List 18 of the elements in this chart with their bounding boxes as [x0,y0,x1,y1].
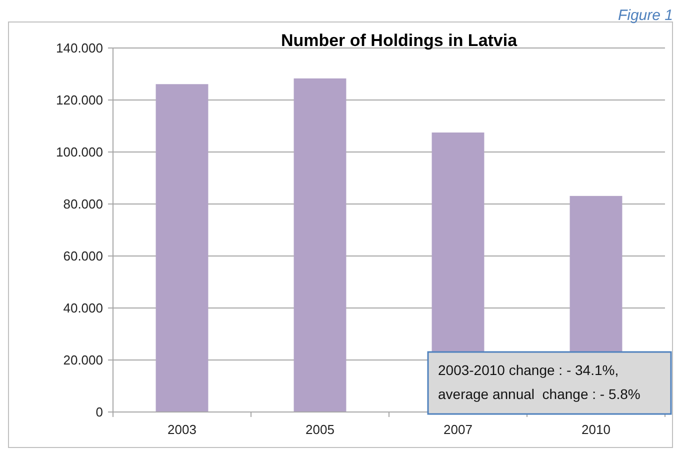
x-tick-label: 2010 [582,422,610,437]
y-tick-label: 0 [96,404,103,420]
bar [156,84,208,412]
y-tick-label: 80.000 [63,196,103,212]
bar [294,78,346,412]
caption: Figure 1 [618,7,673,24]
x-tick-label: 2003 [168,422,196,437]
y-tick-label: 140.000 [56,40,103,56]
annotation: average annual change : - 5.8% [438,386,640,402]
x-tick-label: 2007 [444,422,472,437]
y-tick-label: 40.000 [63,300,103,316]
chart-title: Number of Holdings in Latvia [280,31,518,50]
y-tick-label: 100.000 [56,144,103,160]
y-tick-label: 20.000 [63,352,103,368]
y-tick-label: 60.000 [63,248,103,264]
annotation: 2003-2010 change : - 34.1%, [438,362,619,378]
y-tick-label: 120.000 [56,92,103,108]
x-tick-label: 2005 [306,422,334,437]
